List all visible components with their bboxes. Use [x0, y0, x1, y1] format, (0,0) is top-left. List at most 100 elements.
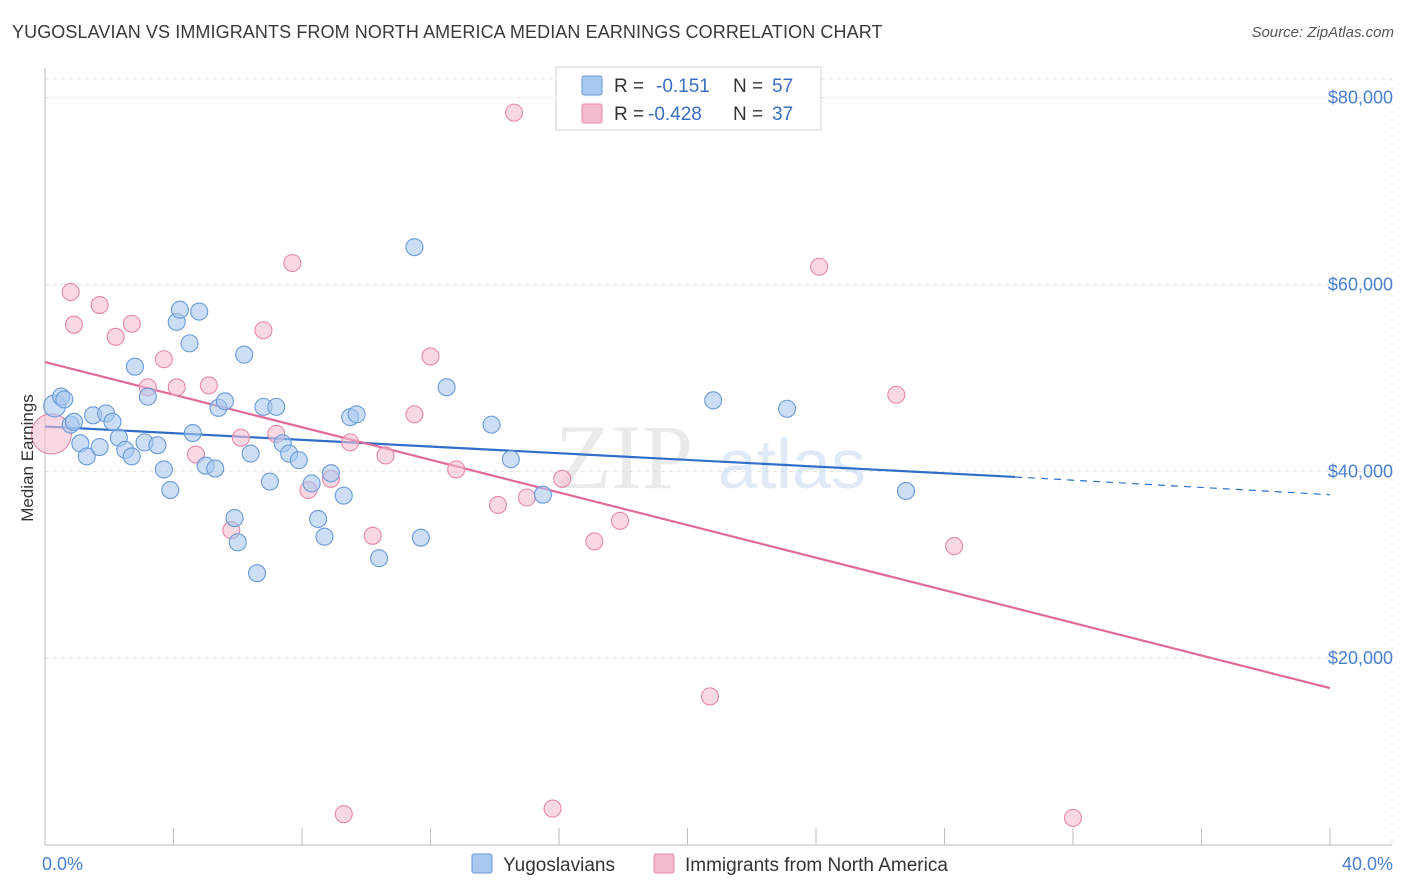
legend: R = -0.151 N = 57 R = -0.428 N = 37 [555, 66, 822, 131]
chart-source: Source: ZipAtlas.com [1251, 24, 1394, 41]
point-yugoslavians [405, 238, 424, 257]
point-yugoslavians [161, 480, 180, 500]
point-yugoslavians [77, 447, 96, 466]
point-yugoslavians [315, 527, 334, 546]
point-yugoslavians [148, 436, 167, 455]
point-immigrants-north-america [517, 488, 536, 507]
point-yugoslavians [228, 533, 247, 552]
point-yugoslavians [896, 481, 916, 501]
bottom-legend-swatch-yugoslavians [471, 853, 493, 874]
point-immigrants-north-america [421, 347, 440, 366]
y-tick-label-1: $40,000 [1328, 461, 1393, 481]
y-tick-label-2: $60,000 [1328, 275, 1393, 295]
y-tick-label-0: $20,000 [1328, 648, 1393, 668]
point-immigrants-north-america [334, 805, 353, 824]
point-yugoslavians [183, 423, 202, 443]
point-yugoslavians [482, 415, 501, 434]
legend-r-value-2: -0.428 [648, 104, 702, 125]
legend-r-label-2: R = [614, 104, 644, 125]
point-yugoslavians [170, 300, 189, 319]
point-yugoslavians [206, 459, 225, 478]
axes [44, 68, 1392, 846]
point-yugoslavians [347, 405, 366, 424]
point-yugoslavians [704, 391, 723, 410]
point-yugoslavians [533, 485, 552, 504]
point-immigrants-north-america [231, 428, 251, 447]
point-immigrants-north-america [488, 495, 508, 515]
bottom-legend-label-yugoslavians: Yugoslavians [503, 855, 615, 876]
legend-n-value-2: 37 [772, 104, 793, 125]
trend-line-yugoslavians [44, 425, 1016, 479]
point-immigrants-north-america [405, 405, 424, 424]
point-immigrants-north-america [810, 257, 829, 276]
point-immigrants-north-america [1063, 808, 1083, 827]
point-immigrants-north-america [553, 469, 572, 488]
trend-line-immigrants-north-america [44, 360, 1331, 690]
point-immigrants-north-america [700, 687, 720, 706]
point-immigrants-north-america [585, 532, 604, 551]
point-immigrants-north-america [504, 103, 524, 122]
point-yugoslavians [321, 464, 340, 483]
legend-n-label-2: N = [733, 104, 763, 125]
point-yugoslavians [235, 345, 254, 364]
point-yugoslavians [411, 528, 430, 547]
point-immigrants-north-america [376, 446, 395, 465]
legend-swatch-immigrants-north-america [581, 103, 603, 124]
point-yugoslavians [225, 508, 244, 528]
point-immigrants-north-america [610, 511, 630, 530]
y-tick-label-3: $80,000 [1328, 88, 1393, 108]
watermark: ZIP atlas [555, 406, 866, 508]
legend-n-label-1: N = [733, 76, 763, 97]
point-immigrants-north-america [447, 460, 466, 479]
point-immigrants-north-america [341, 433, 360, 452]
point-yugoslavians [302, 474, 321, 493]
chart-title: YUGOSLAVIAN VS IMMIGRANTS FROM NORTH AME… [12, 22, 883, 42]
point-immigrants-north-america [945, 537, 964, 556]
point-immigrants-north-america [122, 314, 141, 333]
legend-n-value-1: 57 [772, 76, 793, 97]
point-yugoslavians [260, 472, 279, 491]
trend-lines [44, 360, 1331, 690]
data-points [30, 103, 1083, 827]
point-immigrants-north-america [154, 350, 173, 369]
y-axis-title: Median Earnings [18, 394, 37, 522]
point-yugoslavians [138, 387, 157, 406]
point-yugoslavians [501, 450, 520, 469]
point-immigrants-north-america [283, 253, 302, 273]
point-yugoslavians [778, 399, 797, 418]
point-yugoslavians [334, 486, 353, 505]
legend-r-value-1: -0.151 [656, 76, 710, 97]
x-tick-label-1: 40.0% [1342, 854, 1393, 874]
trend-line-yugoslavians-extension [1015, 476, 1331, 496]
tick-labels: $20,000 $40,000 $60,000 $80,000 0.0% 40.0% [42, 88, 1393, 874]
point-immigrants-north-america [199, 376, 218, 395]
point-yugoslavians [370, 549, 389, 568]
point-yugoslavians [154, 460, 173, 479]
point-immigrants-north-america [167, 378, 186, 397]
point-immigrants-north-america [64, 315, 83, 334]
point-yugoslavians [289, 451, 308, 470]
point-yugoslavians [122, 447, 141, 466]
point-yugoslavians [180, 334, 199, 353]
point-immigrants-north-america [887, 385, 906, 404]
point-immigrants-north-america [254, 321, 273, 340]
point-yugoslavians [125, 357, 144, 376]
point-yugoslavians [103, 412, 122, 431]
point-yugoslavians [241, 444, 260, 463]
legend-swatch-yugoslavians [581, 75, 603, 96]
watermark-atlas: atlas [718, 425, 866, 503]
bottom-legend-label-immigrants-north-america: Immigrants from North America [685, 855, 948, 876]
point-yugoslavians [90, 438, 109, 457]
point-yugoslavians [64, 412, 83, 431]
point-yugoslavians [215, 392, 234, 411]
point-immigrants-north-america [543, 799, 562, 818]
point-immigrants-north-america [90, 296, 109, 315]
point-yugoslavians [437, 378, 456, 397]
point-yugoslavians [190, 302, 209, 321]
bottom-legend: Yugoslavians Immigrants from North Ameri… [471, 853, 948, 876]
point-immigrants-north-america [61, 282, 80, 302]
point-yugoslavians [55, 390, 74, 409]
point-immigrants-north-america [106, 327, 125, 346]
legend-r-label-1: R = [614, 76, 644, 97]
